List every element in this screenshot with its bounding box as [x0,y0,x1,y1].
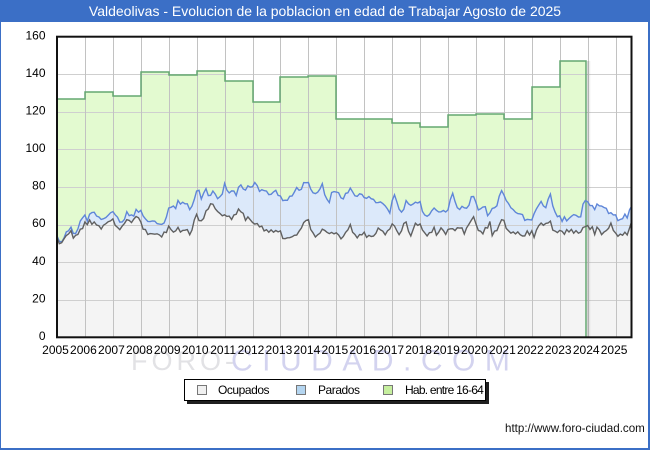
svg-text:2009: 2009 [154,343,181,357]
svg-text:160: 160 [25,28,45,42]
svg-text:2019: 2019 [433,343,460,357]
svg-text:2022: 2022 [517,343,544,357]
svg-text:2013: 2013 [266,343,293,357]
svg-text:2023: 2023 [545,343,572,357]
svg-text:CIUDAD.COM: CIUDAD.COM [231,345,519,378]
svg-text:80: 80 [32,179,46,193]
svg-text:2017: 2017 [377,343,404,357]
svg-text:40: 40 [32,254,46,268]
svg-text:100: 100 [25,141,45,155]
svg-text:20: 20 [32,291,46,305]
svg-text:2008: 2008 [126,343,153,357]
svg-text:140: 140 [25,66,45,80]
svg-text:2015: 2015 [321,343,348,357]
svg-text:2024: 2024 [573,343,600,357]
svg-text:120: 120 [25,104,45,118]
svg-text:2018: 2018 [405,343,432,357]
svg-text:2016: 2016 [349,343,376,357]
svg-text:FORO-: FORO- [131,346,238,376]
svg-text:2012: 2012 [238,343,265,357]
svg-text:2005: 2005 [42,343,69,357]
svg-text:2007: 2007 [98,343,125,357]
svg-text:2006: 2006 [70,343,97,357]
svg-text:2014: 2014 [294,343,321,357]
svg-text:2025: 2025 [601,343,628,357]
svg-text:2010: 2010 [182,343,209,357]
svg-text:0: 0 [39,329,46,343]
svg-text:60: 60 [32,216,46,230]
svg-text:2011: 2011 [210,343,236,357]
svg-text:2020: 2020 [461,343,488,357]
svg-text:2021: 2021 [489,343,516,357]
